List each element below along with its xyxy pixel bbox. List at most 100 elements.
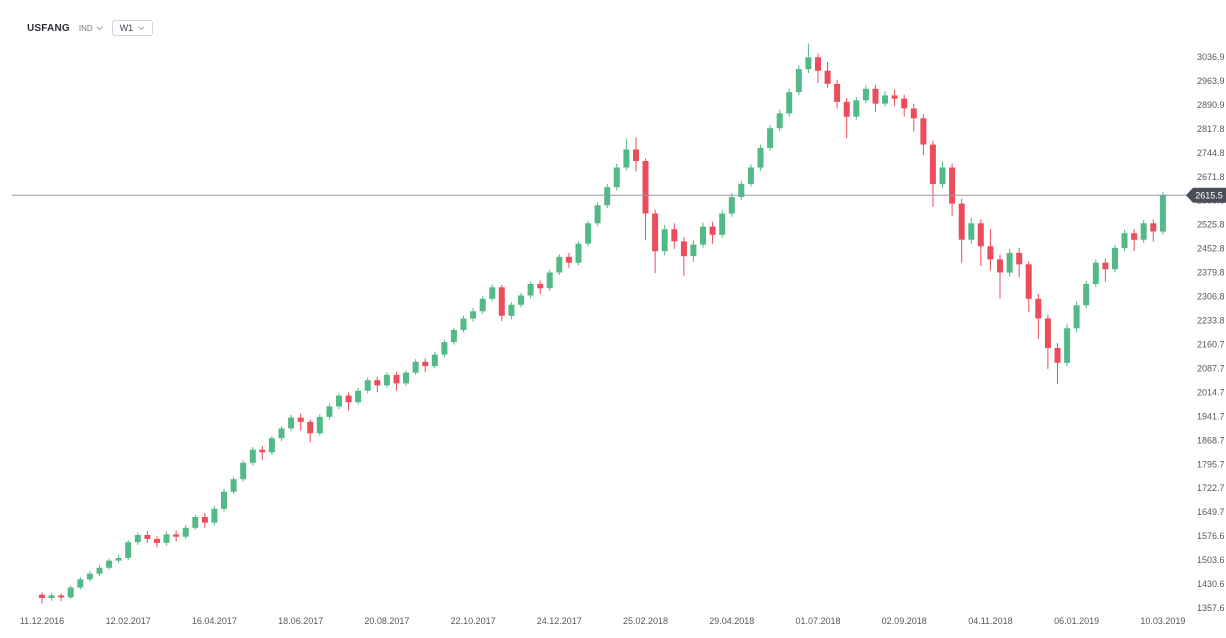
- candle-body: [1159, 195, 1166, 232]
- price-tick-label: 2306.8: [1197, 292, 1225, 302]
- candle-body: [106, 560, 113, 568]
- price-tick-label: 1868.7: [1197, 435, 1225, 445]
- candle-body: [901, 98, 908, 109]
- candle-body: [1006, 252, 1013, 273]
- candle-body: [144, 535, 151, 539]
- timeframe-dropdown[interactable]: W1: [111, 20, 154, 36]
- candle-body: [173, 534, 180, 537]
- candle-body: [920, 118, 927, 145]
- price-tick-label: 2379.8: [1197, 268, 1225, 278]
- candle-body: [67, 587, 74, 598]
- candle-body: [738, 183, 745, 197]
- candle-body: [776, 113, 783, 129]
- symbol-name[interactable]: USFANG: [27, 22, 70, 34]
- candle-body: [77, 579, 84, 588]
- price-tick-label: 2963.9: [1197, 76, 1225, 86]
- candle-body: [364, 380, 371, 391]
- candle-body: [728, 197, 735, 214]
- candle-body: [1092, 262, 1099, 284]
- chevron-down-icon: [138, 23, 145, 33]
- instrument-type-label: IND: [78, 23, 93, 33]
- candle-body: [470, 311, 477, 319]
- candle-body: [259, 449, 266, 453]
- candle-body: [661, 229, 668, 252]
- candle-body: [633, 149, 639, 161]
- candle-body: [757, 147, 764, 168]
- candle-body: [1054, 348, 1061, 363]
- candle-body: [891, 95, 898, 99]
- candle-body: [508, 304, 515, 316]
- price-tick-label: 1649.7: [1197, 507, 1225, 517]
- candle-body: [1140, 223, 1147, 240]
- candle-body: [671, 229, 678, 242]
- candle-body: [58, 595, 65, 598]
- price-tick-label: 2671.8: [1197, 172, 1225, 182]
- date-tick-label: 02.09.2018: [882, 616, 927, 626]
- candle-body: [929, 144, 936, 184]
- candle-body: [383, 374, 390, 386]
- candle-body: [556, 256, 563, 273]
- candle-body: [268, 438, 275, 453]
- candle-body: [546, 272, 553, 289]
- instrument-type-dropdown[interactable]: IND: [79, 24, 103, 33]
- candle-body: [230, 479, 237, 492]
- date-tick-label: 01.07.2018: [795, 616, 840, 626]
- candle-body: [767, 128, 774, 148]
- price-tick-label: 2452.8: [1197, 244, 1225, 254]
- candle-body: [843, 101, 850, 117]
- price-tick-label: 1576.6: [1197, 531, 1225, 541]
- candle-body: [1073, 305, 1080, 329]
- date-tick-label: 25.02.2018: [623, 616, 668, 626]
- current-price-layer: 2615.5: [12, 187, 1226, 203]
- candle-body: [86, 573, 93, 580]
- candle-body: [518, 295, 524, 305]
- candle-body: [949, 167, 956, 204]
- candle-body: [527, 284, 534, 296]
- price-axis[interactable]: 3036.92963.92890.92817.82744.82671.82598…: [1197, 52, 1225, 613]
- date-tick-label: 12.02.2017: [106, 616, 151, 626]
- candle-body: [977, 223, 984, 247]
- price-tick-label: 1941.7: [1197, 411, 1225, 421]
- price-tick-label: 2087.7: [1197, 363, 1225, 373]
- candle-body: [336, 395, 342, 407]
- candle-body: [1083, 284, 1090, 306]
- price-tick-label: 2233.8: [1197, 316, 1225, 326]
- price-tick-label: 2525.8: [1197, 220, 1225, 230]
- price-tick-label: 1503.6: [1197, 555, 1225, 565]
- candle-body: [1016, 252, 1023, 265]
- candle-body: [154, 539, 160, 543]
- candle-body: [987, 246, 994, 260]
- candle-body: [1025, 264, 1032, 299]
- candle-body: [393, 374, 400, 384]
- candle-body: [39, 594, 45, 598]
- candle-body: [1112, 247, 1118, 270]
- candle-body: [1044, 318, 1051, 348]
- date-tick-label: 20.08.2017: [364, 616, 409, 626]
- time-axis[interactable]: 11.12.2016 12.02.2017 16.04.2017 18.06.2017…: [20, 616, 1186, 626]
- candle-body: [690, 244, 697, 257]
- candle-body: [700, 226, 706, 245]
- candle-body: [422, 361, 429, 367]
- price-tick-label: 3036.9: [1197, 52, 1225, 62]
- candle-body: [834, 83, 841, 102]
- candle-body: [1064, 328, 1071, 363]
- candle-body: [623, 149, 630, 168]
- candle-body: [489, 287, 496, 299]
- candle-body: [652, 213, 659, 252]
- candle-body: [575, 243, 582, 263]
- date-tick-label: 24.12.2017: [537, 616, 582, 626]
- candle-body: [958, 203, 965, 240]
- price-tick-label: 2744.8: [1197, 148, 1225, 158]
- date-tick-label: 18.06.2017: [278, 616, 323, 626]
- candle-body: [163, 534, 170, 543]
- candle-body: [355, 390, 362, 403]
- chart-toolbar: USFANG IND W1: [27, 20, 154, 36]
- date-tick-label: 11.12.2016: [20, 616, 64, 626]
- price-tick-label: 2890.9: [1197, 100, 1225, 110]
- date-tick-label: 04.11.2018: [968, 616, 1012, 626]
- candle-body: [565, 256, 572, 263]
- candle-body: [585, 223, 592, 244]
- candle-body: [1150, 223, 1157, 232]
